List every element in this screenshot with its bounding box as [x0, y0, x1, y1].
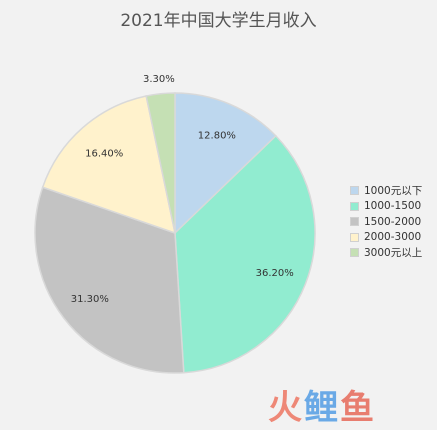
data-label: 36.20%: [256, 268, 294, 279]
watermark-logo: 火 鲤 鱼: [268, 380, 374, 429]
legend-label: 1000元以下: [364, 185, 423, 198]
pie-slice: [174, 92, 277, 235]
pie-slice: [41, 95, 177, 235]
watermark-char: 火: [268, 388, 302, 428]
legend-item: 2000-3000: [350, 230, 422, 246]
legend-item: 1000元以下: [350, 183, 422, 199]
pie-slice: [174, 134, 316, 374]
legend-swatch: [350, 248, 359, 258]
legend-swatch: [350, 217, 359, 227]
legend: 1000元以下 1000-1500 1500-2000 2000-3000 3000元以…: [350, 183, 422, 261]
legend-label: 2000-3000: [364, 231, 422, 244]
legend-label: 3000元以上: [364, 247, 423, 260]
legend-label: 1000-1500: [364, 200, 422, 213]
pie-slice: [34, 186, 185, 374]
watermark-char: 鲤: [304, 388, 338, 428]
legend-item: 1000-1500: [350, 199, 422, 215]
data-label: 12.80%: [198, 131, 236, 142]
legend-item: 1500-2000: [350, 214, 422, 230]
data-label: 3.30%: [143, 74, 175, 85]
chart-title: 2021年中国大学生月收入: [120, 11, 317, 31]
legend-swatch: [350, 186, 359, 196]
legend-swatch: [350, 201, 359, 211]
legend-item: 3000元以上: [350, 245, 422, 261]
watermark-char: 鱼: [340, 388, 374, 428]
legend-swatch: [350, 232, 359, 242]
data-label: 16.40%: [85, 149, 123, 160]
legend-label: 1500-2000: [364, 215, 422, 228]
pie-slice: [145, 92, 176, 234]
data-label: 31.30%: [71, 294, 109, 305]
